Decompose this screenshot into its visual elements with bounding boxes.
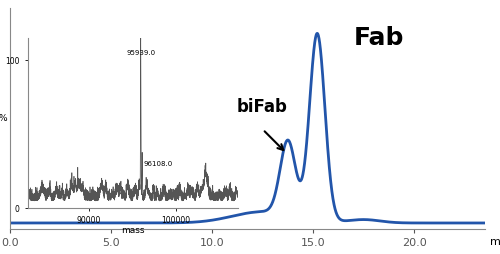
Text: 95939.0: 95939.0 xyxy=(126,50,156,56)
Text: biFab: biFab xyxy=(236,98,288,116)
Text: ml: ml xyxy=(490,237,500,247)
Text: Fab: Fab xyxy=(354,26,404,50)
Text: 96108.0: 96108.0 xyxy=(144,161,173,167)
Y-axis label: %: % xyxy=(0,114,7,123)
X-axis label: mass: mass xyxy=(121,226,144,235)
